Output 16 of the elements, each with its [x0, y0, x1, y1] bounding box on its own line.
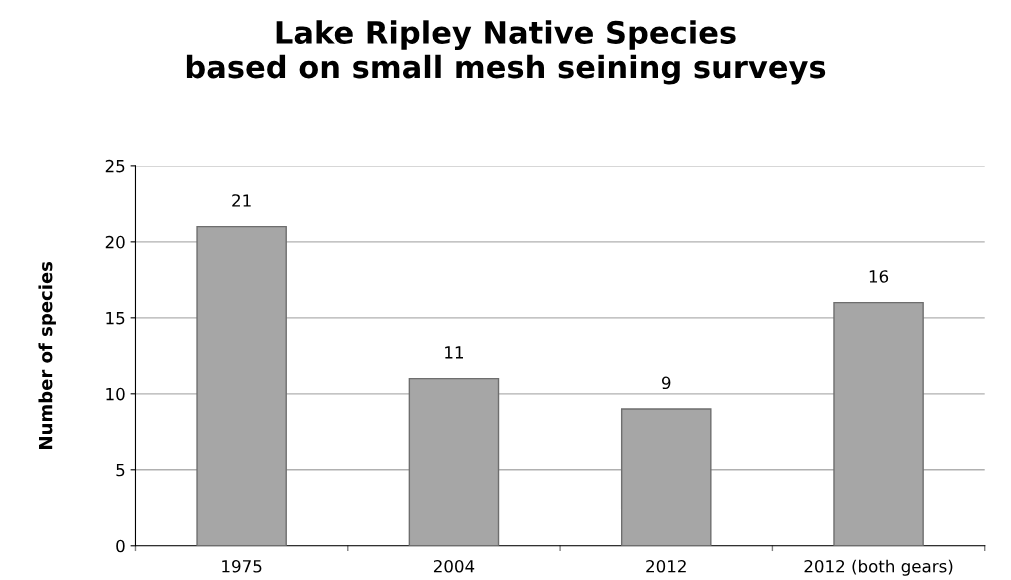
x-tick-label: 2012 (both gears) [804, 559, 953, 576]
x-tick-label: 1975 [222, 559, 262, 573]
y-tick-label: 5 [116, 463, 125, 477]
data-label: 21 [232, 194, 251, 207]
y-tick-label: 0 [116, 539, 125, 553]
y-axis-title: Number of species [38, 261, 56, 449]
data-label: 11 [445, 346, 463, 359]
x-tick-label: 2012 [646, 559, 686, 573]
y-tick-label: 25 [105, 159, 125, 173]
data-label: 9 [662, 376, 671, 390]
data-label: 16 [869, 270, 889, 283]
y-tick-label: 15 [106, 312, 125, 325]
x-tick-label: 2004 [433, 559, 475, 573]
y-tick-label: 20 [105, 235, 125, 249]
y-tick-label: 10 [106, 387, 125, 401]
chart-title: Lake Ripley Native Species based on small mesh seining surveys [186, 20, 826, 85]
